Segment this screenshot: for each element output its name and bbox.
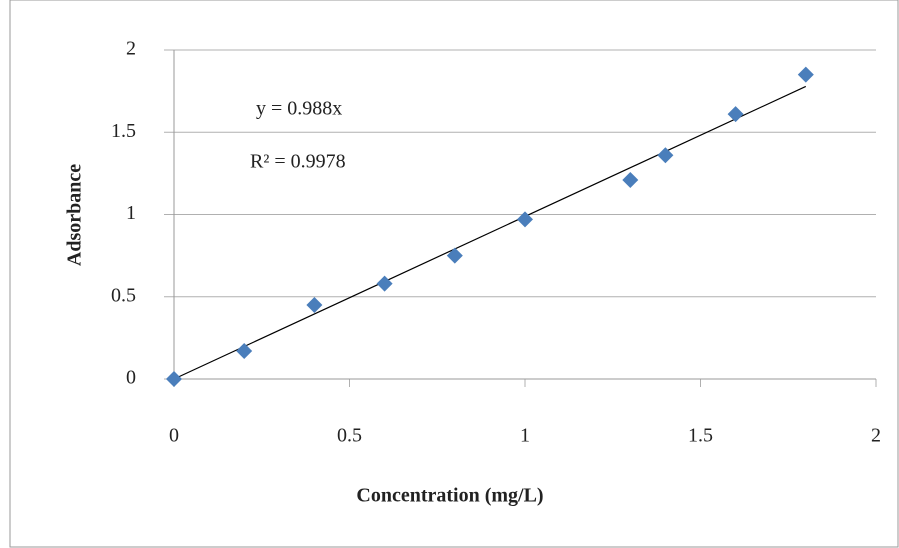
chart-frame <box>10 0 898 547</box>
x-tick-label: 2 <box>871 425 881 447</box>
trendline-equation: y = 0.988x <box>256 98 342 120</box>
y-tick-label: 2 <box>126 38 136 60</box>
y-tick-label: 0 <box>126 367 136 389</box>
chart: Concentration (mg/L) Adsorbance 0 0.5 1 1.5… <box>0 0 899 548</box>
y-tick-label: 0.5 <box>111 284 136 306</box>
x-tick-label: 0 <box>169 425 179 447</box>
y-tick-label: 1 <box>126 202 136 224</box>
x-tick-label: 1.5 <box>688 425 713 447</box>
x-tick-label: 1 <box>520 425 530 447</box>
y-axis-label: Adsorbance <box>64 164 86 266</box>
y-tick-label: 1.5 <box>111 120 136 142</box>
trendline-r-squared: R² = 0.9978 <box>250 151 346 173</box>
x-tick-label: 0.5 <box>337 425 362 447</box>
x-axis-label: Concentration (mg/L) <box>356 485 543 507</box>
